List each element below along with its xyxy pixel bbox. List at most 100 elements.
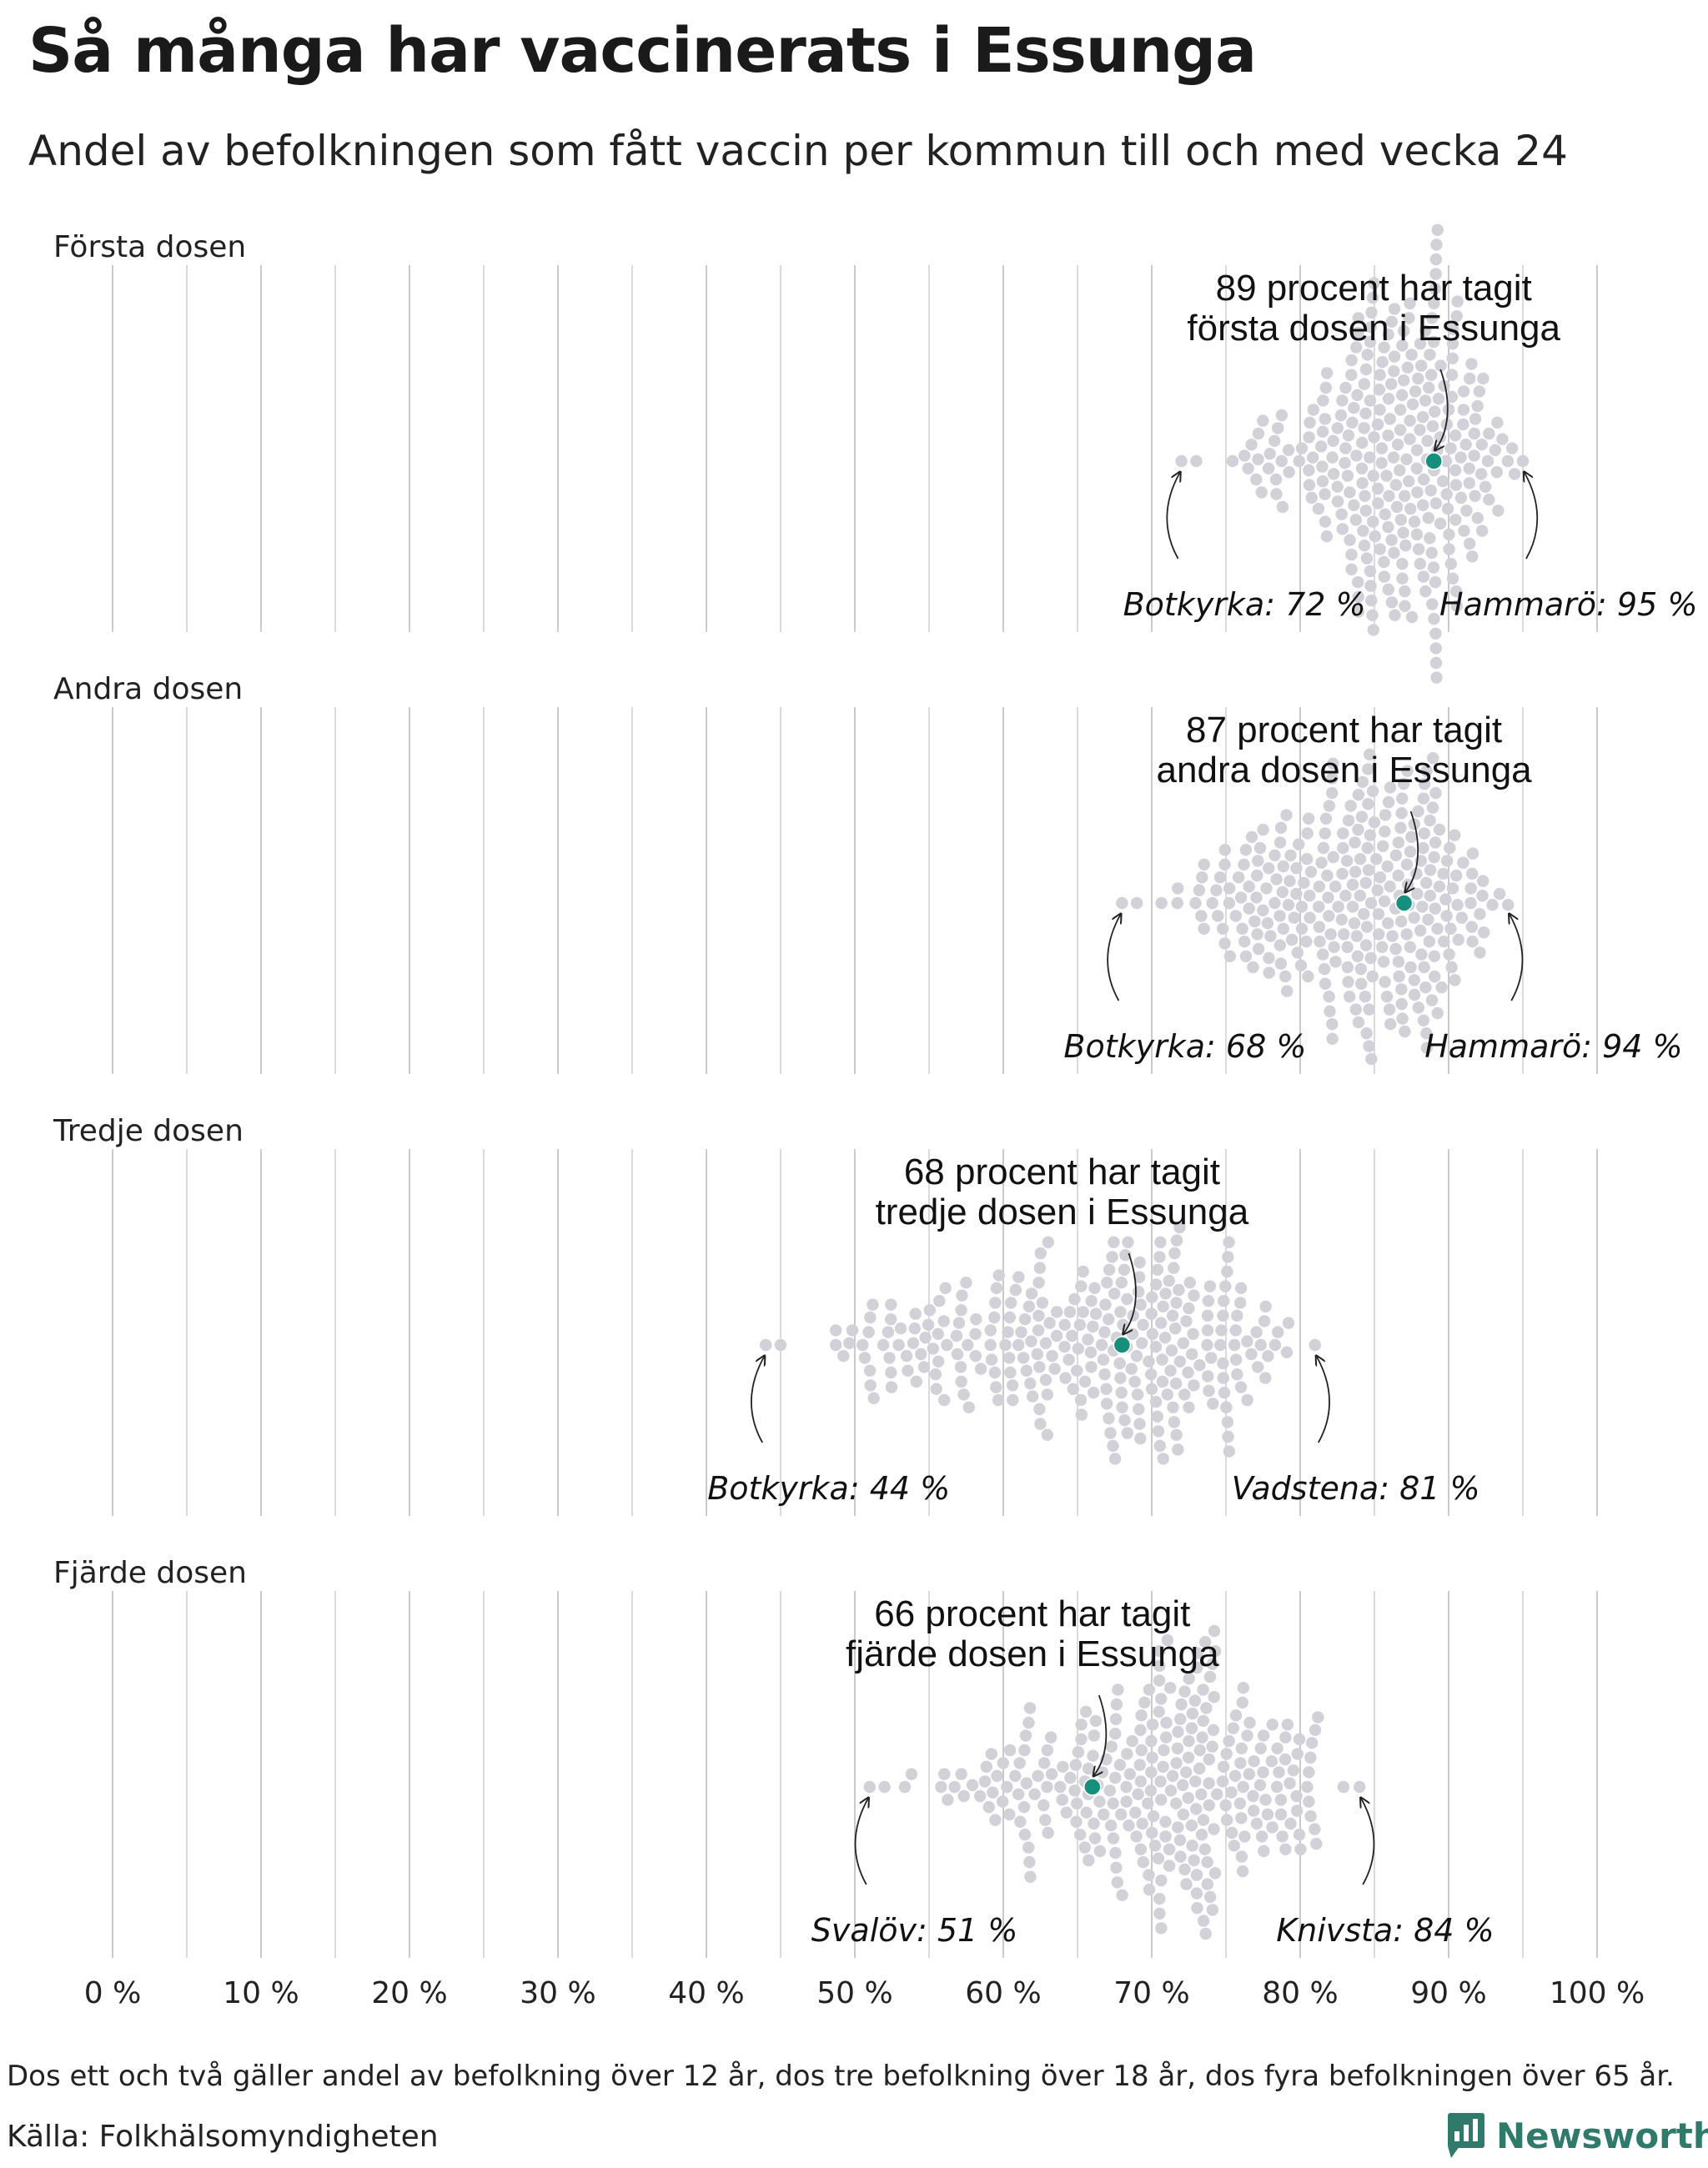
municipality-dot [1098,1808,1110,1821]
municipality-dot [1392,836,1405,849]
municipality-dot [1248,1804,1260,1817]
municipality-dot [1142,1797,1154,1809]
dots-group [1175,223,1530,684]
municipality-dot [1239,950,1253,963]
municipality-dot [1042,1826,1054,1839]
municipality-dot [1278,1753,1292,1766]
municipality-dot [1368,277,1380,289]
municipality-dot [1473,385,1486,398]
municipality-dot [1309,1823,1321,1835]
min-label: Botkyrka: 72 % [1123,586,1366,623]
municipality-dot [1234,1297,1247,1309]
municipality-dot [1164,1364,1177,1378]
municipality-dot [1203,1799,1215,1812]
municipality-dot [1429,656,1443,670]
municipality-dot [1107,1439,1119,1453]
municipality-dot [1320,367,1334,379]
municipality-dot [1464,372,1476,385]
municipality-dot [1105,1819,1118,1832]
municipality-dot [1018,1744,1031,1757]
municipality-dot [1418,473,1430,486]
municipality-dot [1386,930,1399,942]
municipality-dot [1238,858,1250,871]
municipality-dot [1170,1234,1183,1247]
municipality-dot [1163,1843,1176,1855]
municipality-dot [1468,427,1481,440]
municipality-dot [1089,1714,1103,1727]
municipality-dot [1446,338,1459,350]
municipality-dot [1145,1766,1158,1779]
municipality-dot [1420,1041,1434,1055]
municipality-dot [1183,1401,1195,1414]
municipality-dot [1307,404,1320,416]
municipality-dot [1020,1364,1033,1378]
municipality-dot [1143,1684,1156,1696]
municipality-dot [1423,936,1436,948]
municipality-dot [1218,858,1231,871]
municipality-dot [1314,936,1326,948]
municipality-dot [1288,911,1300,924]
municipality-dot [1399,585,1411,598]
municipality-dot [1039,1814,1052,1826]
municipality-dot [1284,849,1297,861]
municipality-dot [1303,1766,1315,1779]
panel-label: Första dosen [53,230,246,264]
municipality-dot [1201,1309,1214,1322]
municipality-dot [1051,1306,1063,1318]
municipality-dot [1104,1427,1117,1439]
municipality-dot [1451,899,1464,911]
municipality-dot [1208,1691,1220,1704]
municipality-dot [1339,457,1351,469]
municipality-dot [1284,1817,1297,1830]
municipality-dot [1303,479,1316,491]
municipality-dot [1321,869,1334,882]
municipality-dot [1414,924,1427,937]
source-text: Källa: Folkhälsomyndigheten [7,2120,439,2154]
municipality-dot [1034,1247,1047,1260]
municipality-dot [1131,896,1143,910]
municipality-dot [1157,1300,1169,1313]
municipality-dot [1218,1387,1231,1399]
municipality-dot [1217,1372,1229,1384]
municipality-dot [1231,1368,1243,1381]
municipality-dot [1188,1854,1200,1867]
municipality-dot [1385,534,1398,546]
municipality-dot [1039,1337,1052,1350]
municipality-dot [1196,871,1208,884]
municipality-dot [1430,671,1443,684]
municipality-dot [1085,1295,1098,1307]
municipality-dot [1450,600,1464,612]
municipality-dot [898,1780,912,1794]
municipality-dot [1437,867,1449,881]
municipality-dot [1479,480,1492,493]
municipality-dot [1426,801,1439,814]
min-arrow [1107,915,1120,1001]
municipality-dot [929,1368,942,1381]
municipality-dot [1419,324,1432,337]
municipality-dot [1281,1719,1294,1731]
municipality-dot [858,1352,872,1364]
municipality-dot [1157,1760,1169,1773]
municipality-dot [1392,869,1404,882]
municipality-dot [1025,1287,1038,1300]
brand-logo[interactable]: Newsworthy [1448,2106,1708,2165]
municipality-dot [988,1366,1002,1379]
municipality-dot [1085,1361,1098,1373]
municipality-dot [1041,1428,1054,1442]
municipality-dot [1412,805,1424,818]
municipality-dot [1198,922,1210,936]
municipality-dot [1125,1363,1138,1375]
x-tick-label: 60 % [965,1976,1041,2010]
municipality-dot [1319,812,1333,825]
municipality-dot [1178,1863,1191,1876]
municipality-dot [1273,910,1286,922]
municipality-dot [1173,1222,1186,1234]
municipality-dot [846,1324,859,1337]
municipality-dot [1412,372,1424,385]
municipality-dot [1020,1777,1033,1789]
municipality-dot [1382,521,1394,534]
municipality-dot [1133,1403,1145,1416]
municipality-dot [1274,1794,1288,1806]
municipality-dot [1378,570,1391,583]
municipality-dot [1359,407,1372,419]
